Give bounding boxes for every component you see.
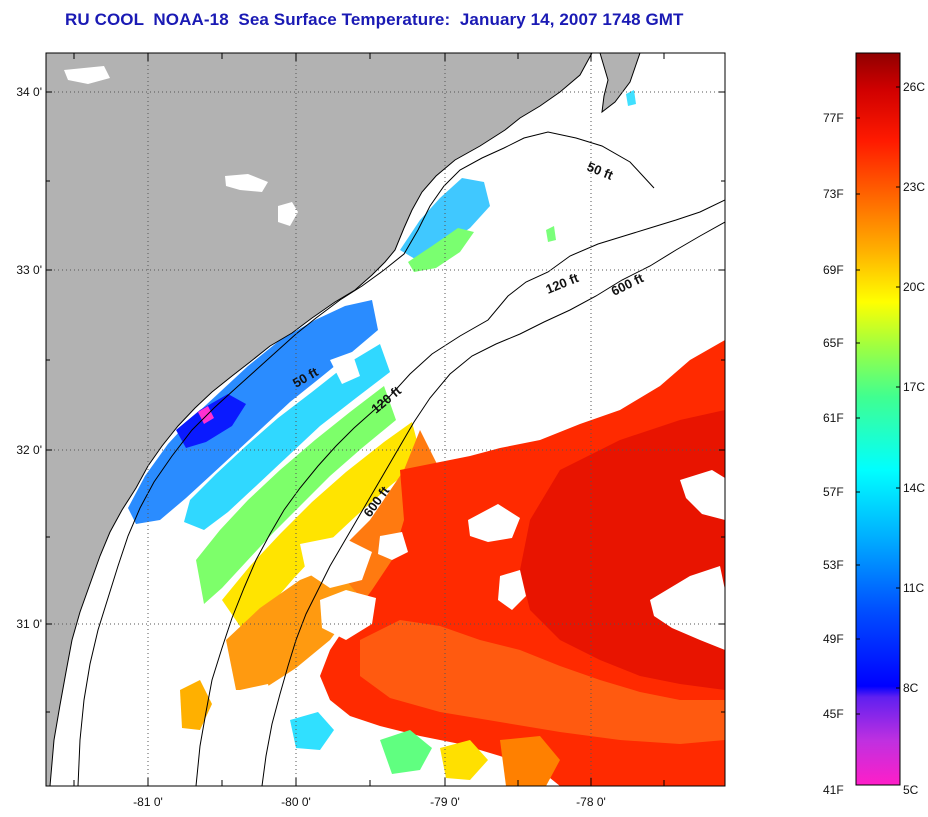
colorbar-label-53f: 53F <box>823 558 844 572</box>
sst-cyan-north <box>400 178 490 262</box>
colorbar <box>855 52 901 786</box>
colorbar-label-57f: 57F <box>823 485 844 499</box>
sst-patch-south <box>500 736 560 786</box>
colorbar-label-8c: 8C <box>903 681 919 695</box>
cloud <box>320 590 376 640</box>
inland-lake <box>278 202 298 226</box>
colorbar-label-23c: 23C <box>903 180 925 194</box>
isobath-600ft <box>261 221 725 786</box>
colorbar-label-45f: 45F <box>823 707 844 721</box>
lon-label-80: -80 0' <box>281 795 311 809</box>
sst-cold-patch <box>176 394 246 448</box>
colorbar-label-14c: 14C <box>903 481 925 495</box>
colorbar-label-77f: 77F <box>823 111 844 125</box>
sst-cold-band <box>128 300 378 524</box>
colorbar-label-26c: 26C <box>903 80 925 94</box>
sst-patch-south <box>290 712 334 750</box>
sst-warm-edge <box>360 620 725 744</box>
map-title: RU COOL NOAA-18 Sea Surface Temperature:… <box>65 10 684 29</box>
colorbar-ticks <box>856 86 900 715</box>
sst-patch-south <box>180 680 212 730</box>
coastline-cape <box>599 53 641 114</box>
lat-label-34: 34 0' <box>16 85 42 99</box>
lat-label-32: 32 0' <box>16 443 42 457</box>
sst-orange-south <box>226 564 360 690</box>
lat-label-31: 31 0' <box>16 617 42 631</box>
map-ticks <box>46 53 725 786</box>
cloud <box>650 566 725 650</box>
sst-cyan-band <box>184 344 390 530</box>
colorbar-label-73f: 73F <box>823 187 844 201</box>
sst-yellow-band <box>222 422 422 632</box>
cloud <box>498 570 526 610</box>
sst-patch-south <box>380 730 432 774</box>
cloud <box>206 710 280 786</box>
lat-label-33: 33 0' <box>16 263 42 277</box>
colorbar-label-5c: 5C <box>903 783 919 797</box>
colorbar-label-49f: 49F <box>823 632 844 646</box>
cloud <box>378 532 408 560</box>
lon-label-81: -81 0' <box>133 795 163 809</box>
cloud <box>300 536 372 588</box>
cloud <box>240 684 274 712</box>
land-mass <box>46 53 592 786</box>
sst-patch-south <box>440 740 488 780</box>
colorbar-label-65f: 65F <box>823 336 844 350</box>
lon-label-79: -79 0' <box>430 795 460 809</box>
inland-lake <box>64 66 110 84</box>
colorbar-label-20c: 20C <box>903 280 925 294</box>
inland-lake <box>225 174 268 192</box>
sst-green-band <box>196 386 396 604</box>
sst-patch-north <box>546 226 556 242</box>
isobath-50ft <box>77 131 655 786</box>
isobath-120ft <box>195 199 725 786</box>
cloud <box>680 470 725 520</box>
land-mass-cape <box>600 53 640 112</box>
map-frame <box>45 52 726 787</box>
sst-patch-north <box>626 90 636 106</box>
lon-label-78: -78 0' <box>576 795 606 809</box>
cloud <box>468 504 520 542</box>
cloud <box>330 352 360 384</box>
sst-green-north <box>408 228 474 272</box>
colorbar-label-11c: 11C <box>903 581 924 595</box>
colorbar-label-61f: 61F <box>823 411 844 425</box>
colorbar-label-69f: 69F <box>823 263 844 277</box>
sst-map: 50 ft 50 ft 120 ft 120 ft 600 ft 600 ft <box>46 53 725 786</box>
coastline <box>49 53 593 786</box>
colorbar-label-41f: 41F <box>823 783 844 797</box>
colorbar-label-17c: 17C <box>903 380 925 394</box>
